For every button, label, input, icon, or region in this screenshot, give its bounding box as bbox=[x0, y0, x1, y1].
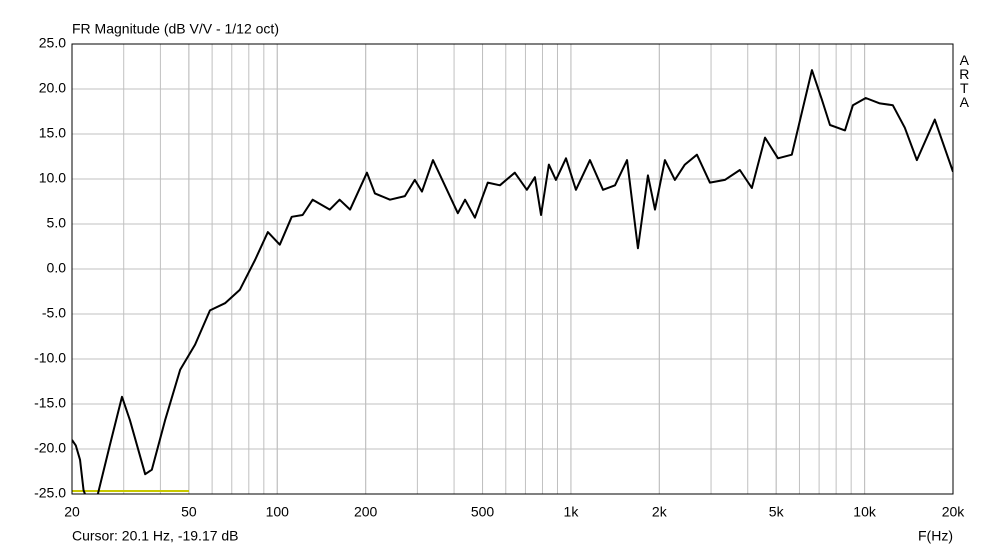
y-tick-label: 15.0 bbox=[39, 125, 66, 141]
x-axis-label: F(Hz) bbox=[918, 528, 953, 544]
x-tick-label: 200 bbox=[354, 504, 378, 520]
y-tick-label: 10.0 bbox=[39, 170, 66, 186]
x-tick-label: 5k bbox=[769, 504, 785, 520]
x-tick-label: 50 bbox=[181, 504, 197, 520]
y-tick-label: 5.0 bbox=[47, 215, 67, 231]
plot-frame bbox=[71, 43, 954, 495]
y-tick-label: 20.0 bbox=[39, 80, 66, 96]
y-tick-label: -25.0 bbox=[34, 485, 66, 501]
response-line bbox=[72, 69, 953, 494]
y-tick-label: -10.0 bbox=[34, 350, 66, 366]
brand: ARTA bbox=[956, 52, 972, 108]
y-tick-label: -20.0 bbox=[34, 440, 66, 456]
chart-title: FR Magnitude (dB V/V - 1/12 oct) bbox=[72, 21, 279, 37]
x-tick-label: 20 bbox=[64, 504, 80, 520]
y-tick-label: 0.0 bbox=[47, 260, 67, 276]
y-tick-label: 25.0 bbox=[39, 35, 66, 51]
x-tick-label: 2k bbox=[652, 504, 668, 520]
cursor-readout: Cursor: 20.1 Hz, -19.17 dB bbox=[72, 528, 239, 544]
y-tick-label: -15.0 bbox=[34, 395, 66, 411]
y-tick-label: -5.0 bbox=[42, 305, 66, 321]
x-tick-label: 100 bbox=[266, 504, 290, 520]
x-tick-label: 20k bbox=[942, 504, 966, 520]
x-tick-label: 10k bbox=[853, 504, 877, 520]
x-tick-label: 1k bbox=[564, 504, 580, 520]
x-tick-label: 500 bbox=[471, 504, 495, 520]
